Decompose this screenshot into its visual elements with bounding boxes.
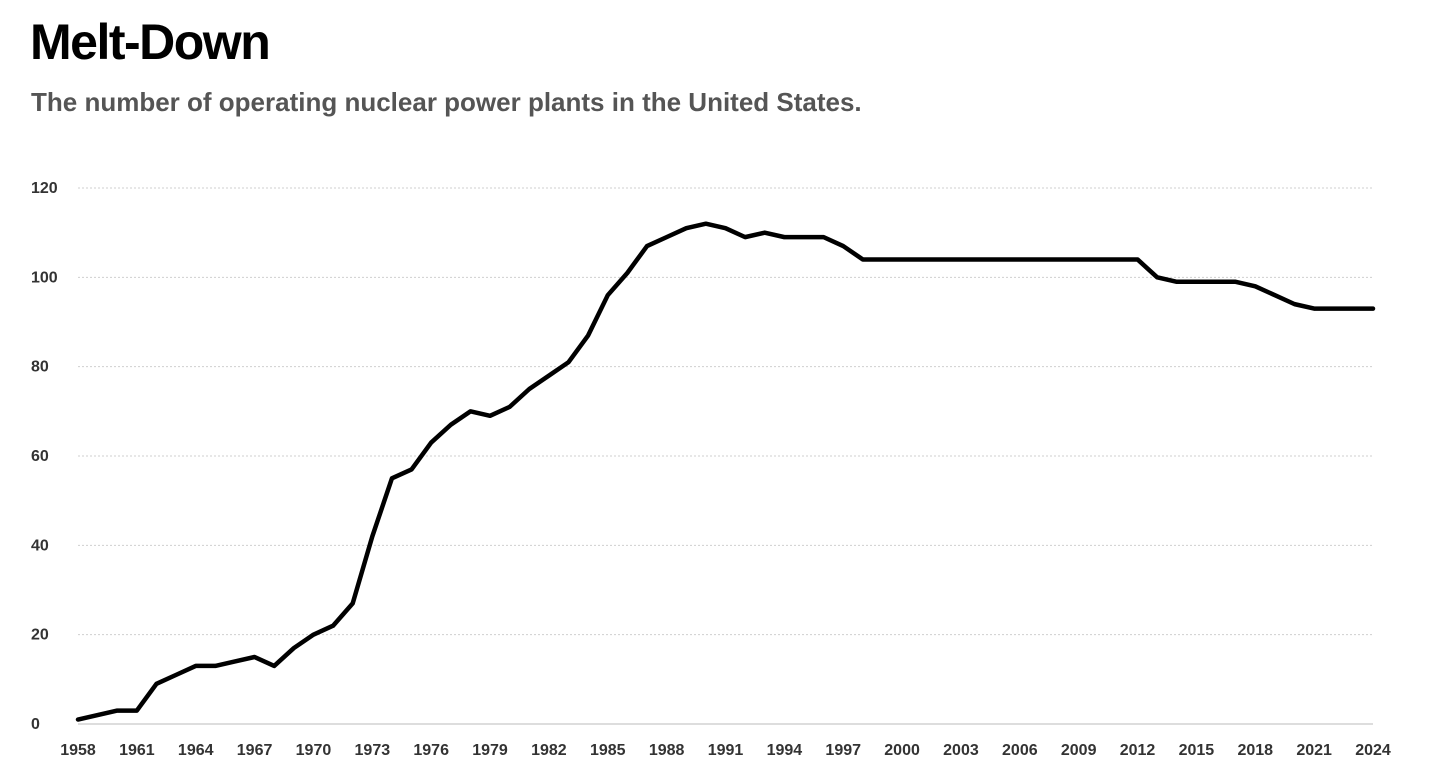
- x-tick-label: 2006: [1002, 742, 1038, 759]
- x-tick-label: 2024: [1355, 742, 1391, 759]
- x-tick-label: 2015: [1179, 742, 1215, 759]
- y-axis-ticks: 0 20 40 60 80 100 120: [31, 180, 58, 733]
- x-tick-label: 1961: [119, 742, 155, 759]
- y-tick-label: 120: [31, 180, 58, 197]
- y-tick-label: 20: [31, 627, 49, 644]
- y-tick-label: 0: [31, 716, 40, 733]
- x-tick-label: 2009: [1061, 742, 1097, 759]
- y-tick-label: 60: [31, 448, 49, 465]
- x-tick-label: 2003: [943, 742, 979, 759]
- y-tick-label: 80: [31, 359, 49, 376]
- x-tick-label: 1985: [590, 742, 626, 759]
- x-tick-label: 1982: [531, 742, 567, 759]
- series-line-0: [75, 221, 1376, 722]
- series-layer: [75, 221, 1376, 722]
- x-axis-ticks: 1958 1961 1964 1967 1970 1973 1976 1979 1982 1985…: [60, 742, 1391, 759]
- x-tick-label: 2018: [1237, 742, 1273, 759]
- x-tick-label: 2000: [884, 742, 920, 759]
- grid-layer: [78, 187, 1373, 725]
- x-tick-label: 1976: [413, 742, 449, 759]
- x-tick-label: 1967: [237, 742, 273, 759]
- x-tick-label: 1997: [825, 742, 861, 759]
- y-tick-label: 40: [31, 537, 49, 554]
- x-tick-label: 1979: [472, 742, 508, 759]
- x-tick-label: 1958: [60, 742, 96, 759]
- x-tick-label: 1994: [767, 742, 803, 759]
- x-tick-label: 1991: [708, 742, 744, 759]
- x-tick-label: 2021: [1296, 742, 1332, 759]
- x-tick-label: 1964: [178, 742, 214, 759]
- chart-title: Melt-Down: [30, 14, 271, 70]
- x-tick-label: 1973: [355, 742, 391, 759]
- chart-subtitle: The number of operating nuclear power pl…: [31, 87, 862, 117]
- y-tick-label: 100: [31, 269, 58, 286]
- x-tick-label: 1970: [296, 742, 332, 759]
- x-tick-label: 1988: [649, 742, 685, 759]
- x-tick-label: 2012: [1120, 742, 1156, 759]
